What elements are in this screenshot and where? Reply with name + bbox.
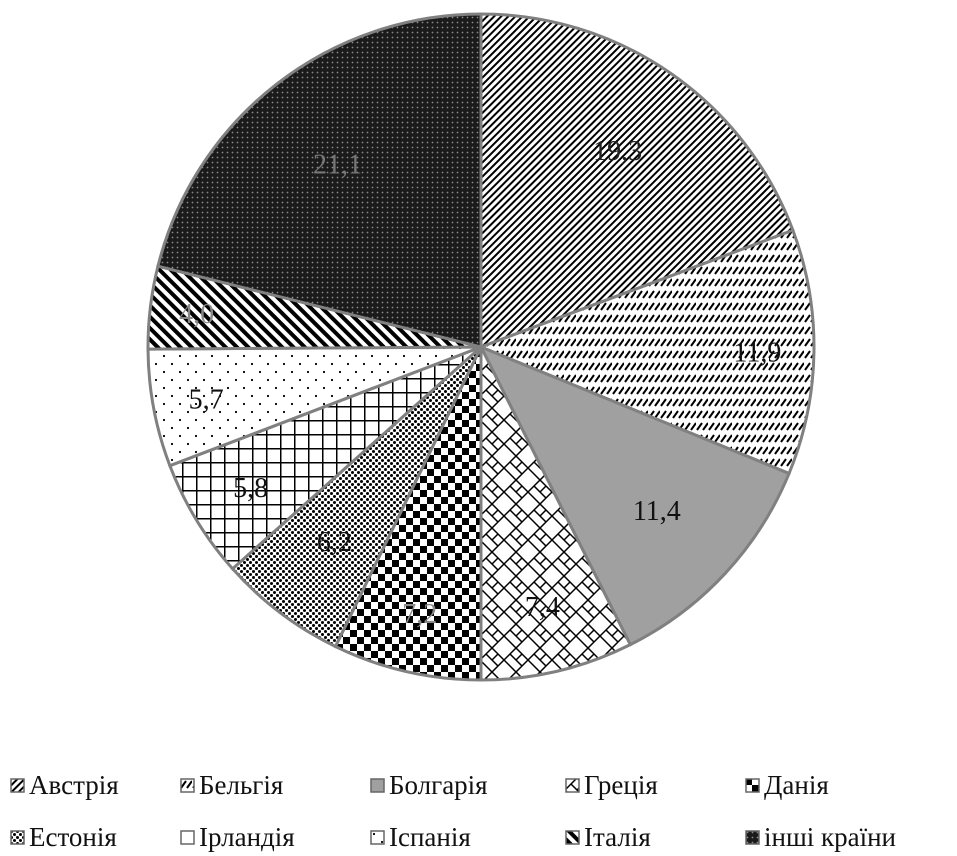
legend-label: Ірландія: [199, 822, 295, 852]
data-label: 6,2: [317, 527, 352, 558]
legend-swatch: [10, 829, 25, 845]
data-label: 11,4: [633, 496, 681, 527]
legend-item: Італія: [565, 820, 745, 854]
pie-slice: [156, 12, 483, 349]
legend-label: Естонія: [29, 822, 117, 852]
legend-swatch: [180, 777, 195, 793]
data-label: 4,0: [179, 299, 214, 330]
legend-swatch: [745, 777, 760, 793]
legend-swatch: [565, 829, 580, 845]
pie-slice: [479, 12, 795, 350]
pie-slice: [230, 345, 483, 649]
legend-item: Греція: [565, 768, 745, 802]
data-label: 5,8: [233, 473, 268, 504]
pie-slices: [146, 12, 816, 682]
pie-slice: [479, 346, 633, 682]
legend-label: Іспанія: [389, 822, 471, 852]
legend-label: Греція: [584, 770, 658, 800]
data-label: 5,7: [189, 385, 224, 416]
pie-data-labels: 19,3 11,9 11,4 7,4 7,2 6,2 5,8 5,7 4,0 21,1: [179, 136, 781, 630]
data-label: 7,2: [402, 599, 437, 630]
legend-label: інші країни: [764, 822, 896, 852]
legend-swatch: [370, 829, 385, 845]
legend-item: Австрія: [10, 768, 180, 802]
pie-slice: [333, 346, 483, 682]
legend-label: Болгарія: [389, 770, 488, 800]
legend-label: Данія: [764, 770, 829, 800]
legend-item: Естонія: [10, 820, 180, 854]
pie-chart: 19,3 11,9 11,4 7,4 7,2 6,2 5,8 5,7 4,0 21,1: [146, 12, 816, 682]
pie-slice: [477, 344, 792, 647]
legend-label: Бельгія: [199, 770, 284, 800]
pie-slice: [476, 228, 816, 476]
data-label: 19,3: [593, 136, 642, 167]
legend-label: Італія: [584, 822, 651, 852]
legend-item: Бельгія: [180, 768, 370, 802]
legend-item: Данія: [745, 768, 955, 802]
legend-swatch: [370, 777, 385, 793]
legend-item: Ірландія: [180, 820, 370, 854]
legend-label: Австрія: [29, 770, 119, 800]
legend: Австрія Бельгія Болгарія Греція Данія Естонія…: [10, 768, 955, 854]
data-label: 21,1: [313, 149, 362, 180]
legend-item: Іспанія: [370, 820, 565, 854]
legend-swatch: [565, 777, 580, 793]
legend-swatch: [745, 829, 760, 845]
legend-swatch: [180, 829, 195, 845]
data-label: 7,4: [525, 592, 560, 623]
legend-item: інші країни: [745, 820, 955, 854]
legend-item: Болгарія: [370, 768, 565, 802]
legend-swatch: [10, 777, 25, 793]
data-label: 11,9: [733, 337, 781, 368]
